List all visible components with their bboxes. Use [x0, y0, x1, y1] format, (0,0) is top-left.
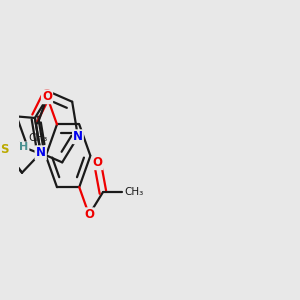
Text: N: N — [36, 146, 46, 160]
Text: O: O — [92, 156, 103, 169]
Text: O: O — [42, 90, 52, 103]
Text: O: O — [42, 88, 52, 100]
Text: N: N — [73, 130, 83, 143]
Text: O: O — [84, 208, 94, 221]
Text: CH₃: CH₃ — [124, 187, 143, 197]
Text: H: H — [19, 142, 28, 152]
Text: S: S — [0, 143, 9, 156]
Text: N: N — [36, 146, 46, 160]
Text: CH₃: CH₃ — [28, 134, 47, 143]
